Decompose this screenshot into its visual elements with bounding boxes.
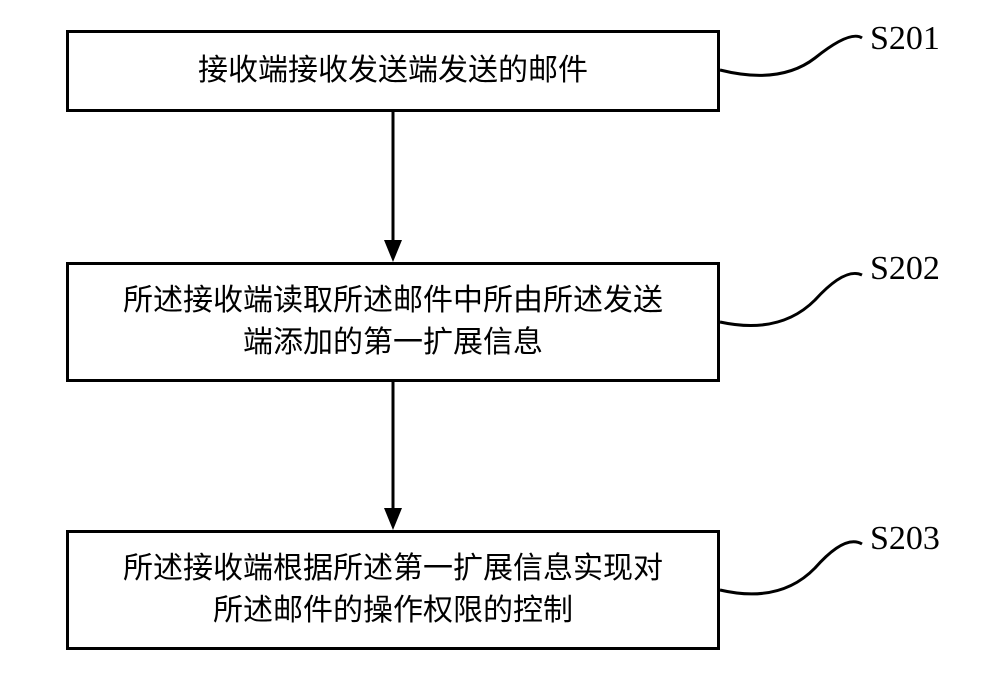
callout-curve-s203 <box>720 512 870 602</box>
step-box-s203: 所述接收端根据所述第一扩展信息实现对 所述邮件的操作权限的控制 <box>66 530 720 650</box>
step-text-s203: 所述接收端根据所述第一扩展信息实现对 所述邮件的操作权限的控制 <box>123 548 663 632</box>
step-label-s201: S201 <box>870 20 940 58</box>
step-text-s201: 接收端接收发送端发送的邮件 <box>198 50 588 92</box>
step-label-s203: S203 <box>870 520 940 558</box>
step-box-s202: 所述接收端读取所述邮件中所由所述发送 端添加的第一扩展信息 <box>66 262 720 382</box>
arrow-2 <box>380 382 410 532</box>
arrow-1 <box>380 112 410 264</box>
flowchart-canvas: 接收端接收发送端发送的邮件 所述接收端读取所述邮件中所由所述发送 端添加的第一扩… <box>0 0 1000 678</box>
step-label-s202: S202 <box>870 250 940 288</box>
step-text-s202: 所述接收端读取所述邮件中所由所述发送 端添加的第一扩展信息 <box>123 280 663 364</box>
callout-curve-s202 <box>720 245 870 335</box>
step-box-s201: 接收端接收发送端发送的邮件 <box>66 30 720 112</box>
callout-curve-s201 <box>720 10 870 90</box>
